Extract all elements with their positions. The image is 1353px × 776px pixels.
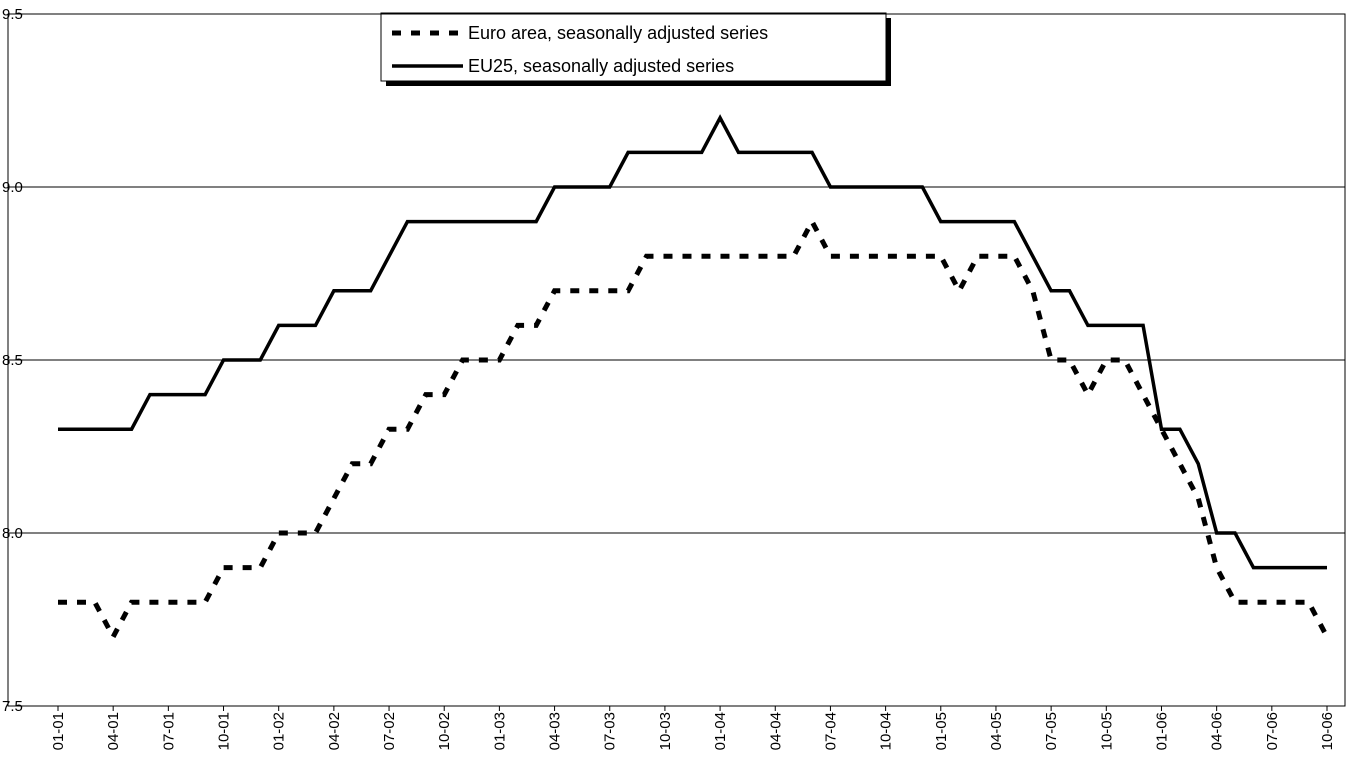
x-tick-label: 01-01 xyxy=(50,712,67,750)
series-line xyxy=(58,216,1330,643)
legend-label: Euro area, seasonally adjusted series xyxy=(468,23,768,43)
y-tick-label: 9.0 xyxy=(2,179,23,196)
x-tick-label: 01-04 xyxy=(712,712,729,750)
y-tick-label: 8.0 xyxy=(2,525,23,542)
x-tick-label: 01-03 xyxy=(491,712,508,750)
y-tick-label: 8.5 xyxy=(2,352,23,369)
y-tick-label: 7.5 xyxy=(2,698,23,715)
x-tick-label: 10-04 xyxy=(878,712,895,750)
x-tick-label: 10-03 xyxy=(657,712,674,750)
x-tick-label: 04-06 xyxy=(1209,712,1226,750)
x-tick-label: 04-01 xyxy=(105,712,122,750)
legend-label: EU25, seasonally adjusted series xyxy=(468,56,734,76)
x-tick-label: 07-06 xyxy=(1264,712,1281,750)
x-tick-label: 04-05 xyxy=(988,712,1005,750)
x-tick-label: 07-03 xyxy=(602,712,619,750)
y-tick-label: 9.5 xyxy=(2,6,23,23)
x-tick-label: 01-02 xyxy=(271,712,288,750)
x-tick-label: 01-06 xyxy=(1153,712,1170,750)
x-tick-label: 04-02 xyxy=(326,712,343,750)
x-tick-label: 07-02 xyxy=(381,712,398,750)
x-tick-label: 04-03 xyxy=(547,712,564,750)
x-tick-label: 10-06 xyxy=(1319,712,1336,750)
x-tick-label: 07-05 xyxy=(1043,712,1060,750)
legend-box xyxy=(380,12,887,82)
x-tick-label: 07-01 xyxy=(160,712,177,750)
x-tick-label: 04-04 xyxy=(767,712,784,750)
x-tick-label: 07-04 xyxy=(822,712,839,750)
series-line xyxy=(58,114,1327,570)
x-tick-label: 01-05 xyxy=(933,712,950,750)
x-tick-label: 10-02 xyxy=(436,712,453,750)
x-tick-label: 10-01 xyxy=(216,712,233,750)
legend: Euro area, seasonally adjusted series EU2… xyxy=(380,12,891,86)
x-tick-label: 10-05 xyxy=(1098,712,1115,750)
